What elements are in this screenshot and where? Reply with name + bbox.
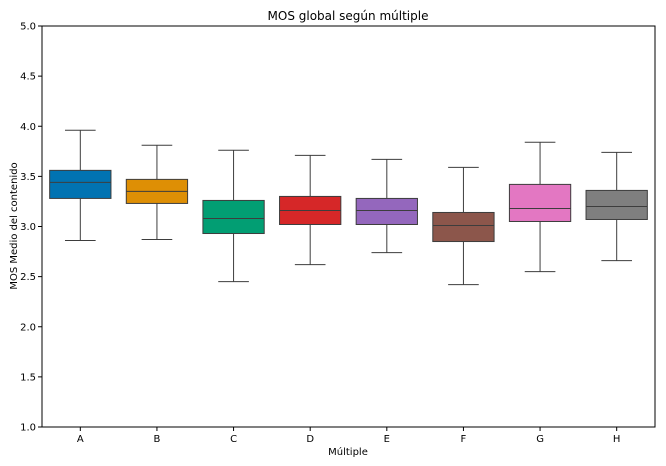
box-rect (585, 189, 648, 220)
box-A (49, 129, 112, 242)
box-E (355, 158, 418, 254)
y-axis-title: MOS Medio del contenido (9, 162, 20, 289)
box-D (279, 154, 342, 266)
boxes-group (49, 129, 648, 286)
x-tick-label: A (77, 434, 84, 445)
x-tick-label: B (154, 434, 161, 445)
box-G (508, 141, 572, 273)
x-axis: A B C D E F G H (77, 427, 621, 445)
box-rect (49, 169, 112, 199)
y-axis: 1.0 1.5 2.0 2.5 3.0 3.5 4.0 4.5 5.0 (20, 22, 42, 434)
box-H (585, 151, 648, 262)
y-tick-label: 3.0 (20, 222, 36, 233)
box-rect (432, 211, 495, 243)
plot-frame (41, 25, 656, 428)
y-tick-label: 2.5 (20, 272, 36, 283)
box-rect (508, 183, 572, 222)
y-tick-label: 4.0 (20, 122, 36, 133)
box-C (202, 149, 265, 283)
box-F (432, 166, 495, 286)
y-tick-label: 1.0 (20, 423, 36, 434)
chart-title: MOS global según múltiple (268, 9, 429, 23)
y-tick-label: 1.5 (20, 372, 36, 383)
y-tick-label: 3.5 (20, 172, 36, 183)
x-tick-label: D (306, 434, 314, 445)
y-tick-label: 2.0 (20, 322, 36, 333)
x-axis-title: Múltiple (328, 446, 368, 458)
y-tick-label: 5.0 (20, 22, 36, 33)
box-rect (202, 199, 265, 235)
x-tick-label: E (384, 434, 390, 445)
x-tick-label: H (613, 434, 621, 445)
box-rect (355, 197, 418, 225)
box-B (125, 144, 189, 241)
x-tick-label: G (536, 434, 544, 445)
x-tick-label: C (230, 434, 237, 445)
y-tick-label: 4.5 (20, 72, 36, 83)
x-tick-label: F (461, 434, 467, 445)
